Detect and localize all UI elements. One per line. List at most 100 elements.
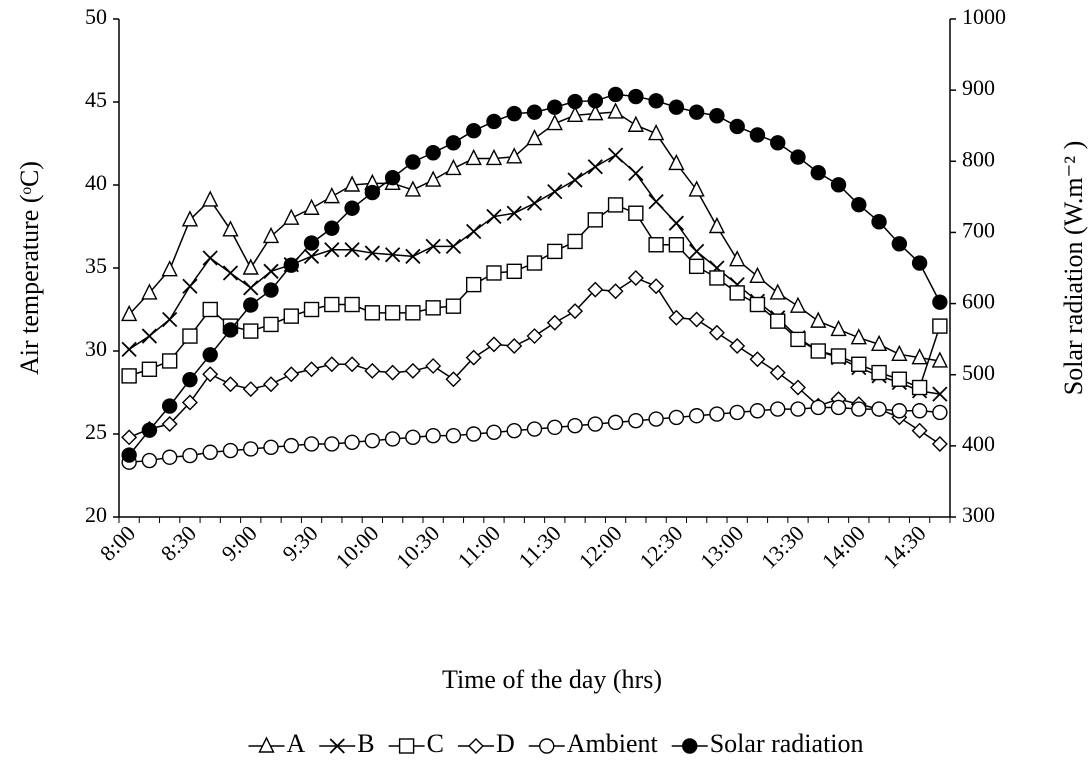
marker [445, 371, 462, 388]
marker [404, 362, 421, 379]
marker [141, 328, 158, 344]
series-line [128, 204, 941, 389]
marker [871, 364, 887, 381]
marker [546, 314, 563, 331]
marker [770, 313, 786, 329]
marker [202, 250, 218, 266]
legend-label: Solar radiation [710, 729, 864, 758]
marker [445, 158, 462, 176]
marker [405, 154, 421, 170]
marker [891, 236, 908, 252]
marker [689, 243, 705, 260]
x-tick-label: 10:30 [391, 520, 444, 573]
legend-item: C [388, 729, 444, 758]
marker [769, 364, 786, 381]
marker [769, 283, 786, 300]
x-tick-label: 14:00 [817, 520, 870, 573]
marker [911, 379, 928, 396]
marker [445, 298, 462, 314]
marker [871, 214, 887, 230]
marker [303, 198, 320, 215]
marker [648, 237, 664, 253]
marker [506, 205, 522, 221]
marker [506, 422, 522, 439]
marker [932, 294, 948, 310]
marker [485, 336, 502, 353]
marker [932, 318, 948, 334]
marker [364, 432, 381, 449]
marker [425, 145, 441, 161]
y-axis-title: Air temperature (ᵒC) [15, 161, 44, 375]
marker [587, 93, 604, 109]
marker [506, 105, 522, 122]
marker [526, 195, 543, 211]
marker [911, 348, 928, 365]
marker [790, 401, 806, 417]
marker [324, 242, 340, 258]
marker [830, 319, 847, 337]
marker [384, 305, 401, 321]
marker [648, 93, 664, 109]
x-tick-label: 13:30 [756, 520, 809, 573]
legend-item: D [457, 729, 515, 758]
marker [121, 429, 138, 446]
marker [344, 296, 360, 313]
marker [709, 406, 725, 422]
marker [344, 200, 360, 216]
marker [587, 281, 604, 298]
marker [810, 343, 826, 359]
marker [405, 248, 421, 265]
y2-tick-label: 600 [962, 289, 995, 314]
y2-tick-label: 900 [962, 75, 995, 100]
marker [830, 177, 847, 193]
x-tick-label: 8:00 [95, 520, 140, 565]
marker [181, 210, 199, 227]
marker [567, 93, 583, 110]
marker [850, 328, 867, 345]
marker [384, 169, 401, 186]
marker [364, 362, 381, 379]
marker [329, 738, 345, 754]
marker [628, 165, 644, 182]
marker [323, 187, 340, 204]
marker [465, 148, 482, 166]
marker [182, 371, 198, 388]
legend: A B C D Ambient Solar radiation [248, 729, 864, 758]
marker [283, 257, 299, 273]
legend-item: Ambient [528, 729, 658, 758]
marker [789, 296, 807, 313]
y-tick-label: 40 [85, 170, 107, 195]
marker [547, 243, 563, 260]
marker [749, 127, 766, 143]
marker [810, 164, 826, 181]
marker [242, 258, 259, 275]
marker [161, 398, 178, 414]
x-tick-label: 11:00 [453, 520, 506, 573]
marker [830, 399, 847, 416]
x-tick-label: 9:30 [277, 520, 322, 565]
marker [364, 245, 380, 261]
marker [506, 147, 523, 164]
marker [587, 104, 604, 121]
marker [324, 220, 340, 236]
marker [526, 104, 543, 120]
x-tick-label: 11:30 [513, 520, 566, 573]
marker [324, 296, 340, 313]
marker [607, 283, 624, 300]
marker [628, 205, 644, 221]
marker [243, 280, 259, 296]
y-tick-label: 45 [85, 87, 107, 112]
marker [182, 447, 198, 464]
marker [161, 416, 178, 433]
marker [668, 409, 685, 426]
marker [465, 349, 482, 366]
marker [445, 135, 462, 151]
marker [121, 341, 137, 357]
marker [262, 226, 280, 244]
y-tick-label: 25 [85, 419, 107, 444]
marker [405, 305, 421, 321]
marker [161, 260, 178, 277]
marker [467, 738, 484, 754]
marker [141, 361, 158, 377]
